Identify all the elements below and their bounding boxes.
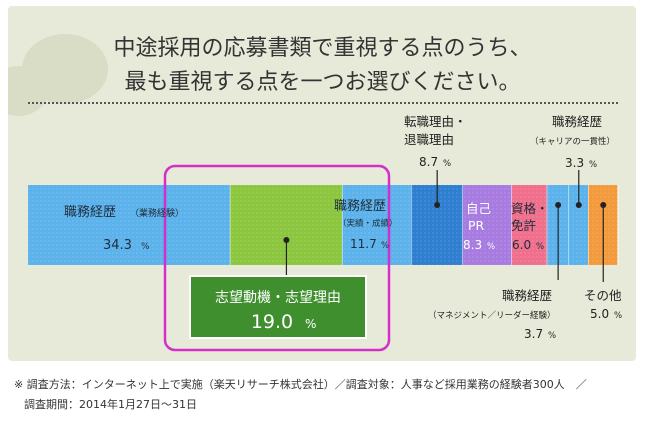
leader-dot-8 bbox=[600, 202, 607, 208]
bar-segment-texture-5 bbox=[511, 185, 548, 265]
seg0-sub: （業務経験） bbox=[130, 207, 184, 219]
seg8-name: その他 bbox=[584, 288, 622, 303]
bar-segment-texture-4 bbox=[462, 185, 512, 265]
seg3-unit: % bbox=[443, 159, 451, 169]
seg7-name: 職務経歴 bbox=[552, 114, 602, 129]
leader-dot-1 bbox=[283, 237, 290, 243]
seg0-value: 34.3 bbox=[103, 238, 132, 253]
seg7-sub: （キャリアの一貫性） bbox=[530, 136, 615, 147]
seg7-value: 3.3 bbox=[565, 156, 584, 170]
title-divider bbox=[28, 102, 618, 104]
seg0-unit: % bbox=[141, 242, 150, 252]
seg1-name: 志望動機・志望理由 bbox=[215, 290, 341, 306]
seg2-name: 職務経歴 bbox=[334, 199, 386, 214]
leader-dot-3 bbox=[434, 202, 441, 208]
seg7-unit: % bbox=[589, 160, 597, 170]
highlight-frame bbox=[163, 164, 391, 352]
seg3-value: 8.7 bbox=[419, 155, 438, 169]
seg1-unit: % bbox=[305, 317, 316, 331]
seg5-name-line2: 免許 bbox=[511, 218, 537, 233]
seg6-sub: （マネジメント／リーダー経験） bbox=[428, 310, 556, 321]
seg5-unit: % bbox=[536, 242, 544, 252]
footnote-line1: ※ 調査方法：インターネット上で実施（楽天リサーチ株式会社）／調査対象：人事など… bbox=[14, 378, 587, 391]
seg0-name: 職務経歴 bbox=[64, 205, 116, 220]
stacked-bar-chart: 職務経歴 （業務経験） 34.3 % 志望動機・志望理由 19.0 % 職務経歴… bbox=[28, 114, 622, 352]
seg5-name-line1: 資格・ bbox=[511, 201, 549, 216]
bar-segment-texture-2 bbox=[342, 185, 412, 265]
leader-dot-6 bbox=[555, 202, 562, 208]
seg4-name-line1: 自己 bbox=[466, 201, 491, 216]
seg6-value: 3.7 bbox=[524, 327, 543, 341]
seg2-value: 11.7 bbox=[350, 237, 377, 251]
chart-title-line1: 中途採用の応募書類で重視する点のうち、 bbox=[113, 36, 532, 61]
seg8-value: 5.0 bbox=[590, 307, 609, 321]
seg6-unit: % bbox=[548, 331, 556, 341]
bar-segment-texture-0 bbox=[28, 185, 231, 265]
seg4-name-line2: PR bbox=[468, 218, 485, 233]
footnote-line2: 調査期間：2014年1月27日〜31日 bbox=[24, 398, 197, 411]
seg3-name-line2: 退職理由 bbox=[404, 132, 454, 147]
chart-title-line2: 最も重視する点を一つお選びください。 bbox=[124, 70, 521, 95]
seg3-name-line1: 転職理由・ bbox=[404, 114, 467, 129]
leader-dot-7 bbox=[575, 202, 582, 208]
seg1-value: 19.0 bbox=[251, 311, 293, 333]
seg4-value: 8.3 bbox=[463, 238, 482, 252]
bar-segment-texture-7 bbox=[569, 185, 589, 265]
seg2-unit: % bbox=[381, 241, 389, 251]
seg5-value: 6.0 bbox=[512, 238, 531, 252]
seg6-name: 職務経歴 bbox=[502, 288, 552, 303]
seg8-unit: % bbox=[614, 311, 622, 321]
seg2-sub: （実績・成績） bbox=[338, 218, 398, 229]
seg4-unit: % bbox=[487, 242, 495, 252]
callout-box bbox=[189, 275, 367, 339]
